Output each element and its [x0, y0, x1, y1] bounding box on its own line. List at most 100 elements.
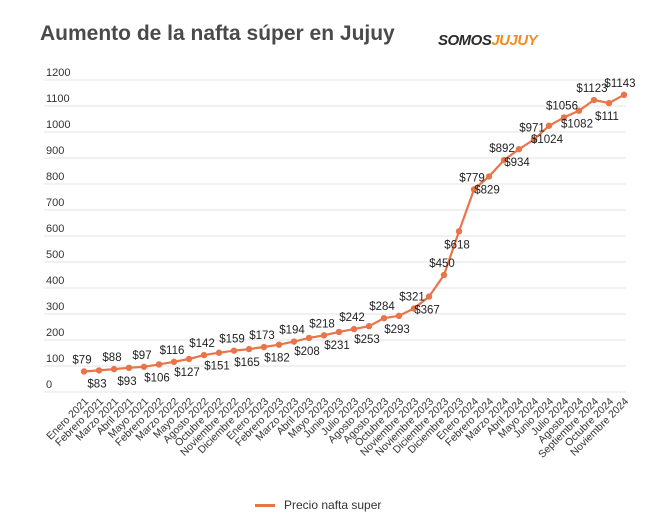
data-point [620, 91, 628, 99]
data-label: $83 [87, 378, 106, 390]
data-point [425, 293, 433, 300]
y-tick-label: 1000 [46, 119, 70, 131]
data-point [410, 305, 418, 312]
data-label: $111 [595, 111, 619, 123]
data-label: $293 [384, 324, 410, 336]
y-tick-label: 1200 [46, 67, 70, 79]
data-point [155, 361, 163, 368]
data-point [455, 228, 463, 235]
data-point [230, 347, 238, 354]
data-label: $97 [132, 350, 151, 362]
data-label: $618 [444, 239, 470, 251]
data-label: $321 [399, 292, 425, 304]
data-point [395, 312, 403, 320]
data-point [185, 355, 193, 363]
data-label: $116 [160, 345, 185, 357]
legend-label: Precio nafta super [284, 498, 382, 512]
data-point [590, 96, 598, 104]
data-point [320, 332, 328, 339]
data-point [80, 368, 88, 375]
data-label: $93 [117, 376, 136, 388]
data-label: $79 [72, 354, 91, 366]
y-tick-label: 100 [46, 353, 64, 365]
y-tick-label: 500 [46, 249, 64, 261]
data-label: $1143 [604, 78, 635, 90]
gridlines [44, 79, 626, 393]
y-tick-label: 300 [46, 301, 64, 313]
data-label: $231 [324, 340, 350, 352]
data-label: $284 [369, 301, 395, 313]
data-label: $142 [189, 338, 215, 350]
data-point [470, 186, 478, 193]
series-precio-nafta-super [80, 91, 628, 375]
data-point [110, 365, 118, 373]
data-label: $88 [102, 352, 121, 364]
data-label: $159 [219, 334, 245, 346]
data-point [125, 364, 133, 372]
legend-swatch [255, 503, 275, 507]
y-tick-label: 0 [46, 379, 52, 391]
data-point [530, 136, 538, 143]
data-label: $829 [474, 184, 500, 196]
data-point [440, 271, 448, 279]
data-label: $450 [429, 258, 455, 270]
y-axis-ticks: 0 100 200 300 400 500 600 700 800 900 1000 1100 1200 [46, 67, 70, 391]
data-point [290, 338, 298, 345]
data-label: $208 [294, 346, 320, 358]
legend: Precio nafta super [255, 498, 381, 512]
y-tick-label: 200 [46, 327, 64, 339]
data-point [575, 107, 583, 114]
data-label: $253 [354, 334, 380, 346]
data-label: $1123 [576, 83, 607, 95]
data-point [275, 341, 283, 348]
data-point [500, 156, 508, 164]
data-point [170, 358, 178, 366]
data-label: $1082 [561, 119, 593, 131]
data-label: $367 [414, 305, 440, 317]
data-point [365, 323, 373, 330]
y-tick-label: 900 [46, 145, 64, 157]
data-label: $1056 [546, 100, 578, 112]
y-tick-label: 600 [46, 223, 64, 235]
data-label: $106 [144, 372, 170, 384]
data-point [560, 114, 568, 121]
data-label: $779 [459, 172, 485, 184]
data-point [260, 343, 268, 351]
brand-logo-part1: SOMOS [438, 32, 492, 49]
y-tick-label: 700 [46, 197, 64, 209]
data-point [485, 173, 493, 180]
brand-logo: SOMOSJUJUY [438, 32, 538, 49]
data-point [515, 145, 523, 153]
data-point [95, 367, 103, 374]
data-label: $194 [279, 325, 305, 337]
y-tick-label: 800 [46, 171, 64, 183]
data-point [200, 351, 208, 359]
data-point [545, 122, 553, 129]
data-point [245, 345, 253, 353]
data-point [140, 363, 148, 370]
data-point [380, 314, 388, 322]
data-label: $173 [249, 330, 275, 342]
y-tick-label: 1100 [46, 93, 70, 105]
y-tick-label: 400 [46, 275, 64, 287]
data-label: $151 [204, 361, 230, 373]
brand-logo-part2: JUJUY [491, 32, 538, 49]
data-label: $182 [264, 353, 290, 365]
data-label: $892 [489, 143, 515, 155]
data-point [305, 334, 313, 342]
data-point [215, 349, 223, 356]
data-label: $165 [234, 357, 260, 369]
data-label: $218 [309, 318, 335, 330]
data-label: $934 [504, 157, 530, 169]
data-labels: $79 $83 $88 $93 $97 $106 $116 $127 $142 $151 $159 $… [72, 78, 635, 391]
data-label: $1024 [531, 134, 564, 146]
data-label: $242 [339, 312, 365, 324]
chart-title: Aumento de la nafta súper en Jujuy [40, 22, 395, 45]
data-label: $127 [174, 367, 200, 379]
data-label: $971 [519, 123, 545, 135]
data-point [335, 328, 343, 336]
data-point [350, 325, 358, 333]
data-point [605, 99, 613, 107]
